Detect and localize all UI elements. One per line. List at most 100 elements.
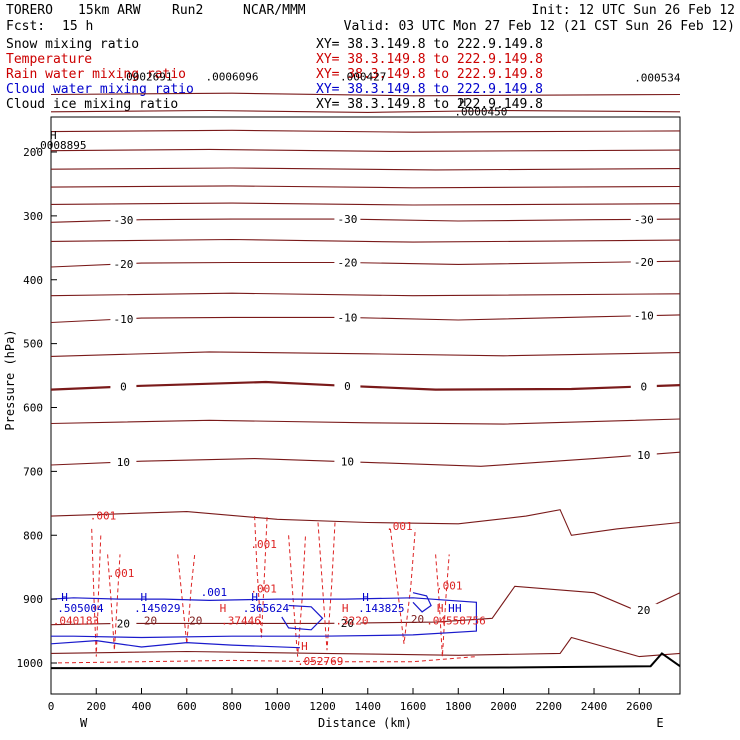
- field-value-label: H: [251, 591, 258, 604]
- x-tick-label: 600: [177, 700, 197, 713]
- field-value-label: H: [437, 602, 444, 615]
- legend-field-label: Cloud ice mixing ratio: [6, 97, 178, 112]
- rain-contour-label: .001: [108, 567, 135, 580]
- temperature-contour-label: -10: [337, 311, 357, 324]
- field-value-label: .37446: [221, 615, 261, 628]
- west-label: W: [80, 716, 88, 730]
- temperature-contour-label: 0: [344, 380, 351, 393]
- field-value-label: .04558756: [426, 615, 486, 628]
- y-tick-label: 700: [23, 465, 43, 478]
- temperature-label-bg: [334, 379, 361, 392]
- rain-contour-label: .001: [386, 520, 413, 533]
- field-value-label: 20: [189, 615, 202, 628]
- temperature-contour-label: 10: [117, 456, 130, 469]
- x-tick-label: 200: [86, 700, 106, 713]
- field-value-label: .505004: [57, 602, 104, 615]
- temperature-contour: [50, 202, 681, 206]
- temperature-label-bg: [110, 380, 137, 393]
- terrain-line: [51, 652, 681, 670]
- legend-field-label: Cloud water mixing ratio: [6, 82, 194, 97]
- temperature-label-bg: [110, 617, 137, 630]
- rain-contour: [50, 656, 477, 664]
- y-tick-label: 300: [23, 210, 43, 223]
- temperature-label-bg: [334, 256, 361, 269]
- temperature-contour: [50, 129, 681, 133]
- temperature-contour: [50, 92, 681, 97]
- field-value-label: .000534: [634, 72, 681, 85]
- y-tick-label: 900: [23, 593, 43, 606]
- field-value-label: H: [301, 640, 308, 653]
- temperature-contour: [50, 185, 681, 189]
- cloud-water-contour: [412, 592, 432, 613]
- y-tick-label: 1000: [17, 657, 44, 670]
- cloud-water-contour: [281, 604, 324, 631]
- rain-contour-label: .001: [250, 583, 277, 596]
- y-tick-label: 500: [23, 338, 43, 351]
- temperature-contour: [50, 109, 681, 113]
- temperature-contour: [50, 418, 681, 425]
- legend-field-xy: XY= 38.3.149.8 to 222.9.149.8: [316, 52, 543, 67]
- temperature-contour: [50, 351, 681, 357]
- temperature-label-bg: [630, 603, 657, 616]
- rain-contour: [107, 554, 121, 651]
- run-name: Run2: [172, 3, 203, 18]
- model-resolution: 15km ARW: [78, 3, 141, 18]
- field-value-label: .0006096: [206, 70, 259, 83]
- temperature-contour-label: 10: [341, 456, 354, 469]
- y-tick-label: 600: [23, 402, 43, 415]
- center-name: NCAR/MMM: [243, 3, 306, 18]
- field-value-label: .0000450: [454, 106, 507, 119]
- temperature-label-bg: [334, 311, 361, 324]
- temperature-label-bg: [334, 617, 361, 630]
- field-value-label: H: [459, 96, 466, 109]
- temperature-label-bg: [110, 312, 137, 325]
- temperature-contour-label: 0: [120, 381, 127, 394]
- field-value-label: .000427: [340, 70, 386, 83]
- plot-frame: [50, 116, 681, 695]
- legend-field-xy: XY= 38.3.149.8 to 222.9.149.8: [316, 37, 543, 52]
- temperature-contour-label: 10: [637, 449, 650, 462]
- field-value-label: .052769: [297, 655, 343, 668]
- rain-contour: [435, 554, 450, 657]
- field-value-label: H: [61, 591, 68, 604]
- valid-time: Valid: 03 UTC Mon 27 Feb 12 (21 CST Sun …: [344, 19, 735, 34]
- legend-field-xy: XY= 38.3.149.8 to 222.9.149.8: [316, 67, 543, 82]
- rain-contour: [288, 535, 306, 657]
- field-value-label: 20: [144, 615, 157, 628]
- rain-contour-label: .001: [250, 538, 277, 551]
- temperature-contour-label: 0: [640, 380, 647, 393]
- field-value-label: .040183: [53, 615, 99, 628]
- y-tick-label: 200: [23, 146, 43, 159]
- y-axis-title: Pressure (hPa): [3, 329, 17, 430]
- temperature-contour-label: 20: [637, 604, 650, 617]
- temperature-label-bg: [630, 255, 657, 268]
- x-tick-label: 0: [48, 700, 55, 713]
- field-value-label: H: [220, 602, 227, 615]
- field-legend: Snow mixing ratio XY= 38.3.149.8 to 222.9…: [6, 37, 543, 112]
- field-value-label: .145029: [134, 602, 180, 615]
- temperature-contour: [50, 148, 681, 152]
- temperature-contour: [50, 167, 681, 171]
- cloud-water-contour: [50, 639, 300, 649]
- temperature-contour-label: 20: [341, 617, 354, 630]
- field-value-label: H: [448, 602, 455, 615]
- field-value-label: H: [50, 129, 57, 142]
- y-tick-label: 800: [23, 529, 43, 542]
- temperature-contour-label: -30: [113, 214, 133, 227]
- x-tick-label: 1200: [309, 700, 336, 713]
- rain-contour-label: .001: [436, 580, 463, 593]
- x-tick-label: 1800: [445, 700, 472, 713]
- header: TORERO 15km ARW Run2 NCAR/MMM Init: 12 U…: [6, 3, 735, 34]
- temperature-contour-label: -30: [634, 213, 654, 226]
- temperature-contour-label: -20: [634, 256, 654, 269]
- temperature-contour: [50, 509, 681, 536]
- legend-field-label: Temperature: [6, 52, 92, 67]
- temperature-contour: [50, 585, 681, 626]
- temperature-label-bg: [110, 455, 137, 468]
- x-tick-label: 800: [222, 700, 242, 713]
- plot-area: -30 -30 -30 -20 -20 -20 -10 -10 -10 0 0 0 10 10 10 20 20…: [34, 70, 681, 695]
- temperature-contour-label: -10: [634, 310, 654, 323]
- temperature-label-bg: [630, 380, 657, 393]
- temperature-contour: [50, 238, 681, 243]
- x-tick-label: 2400: [581, 700, 608, 713]
